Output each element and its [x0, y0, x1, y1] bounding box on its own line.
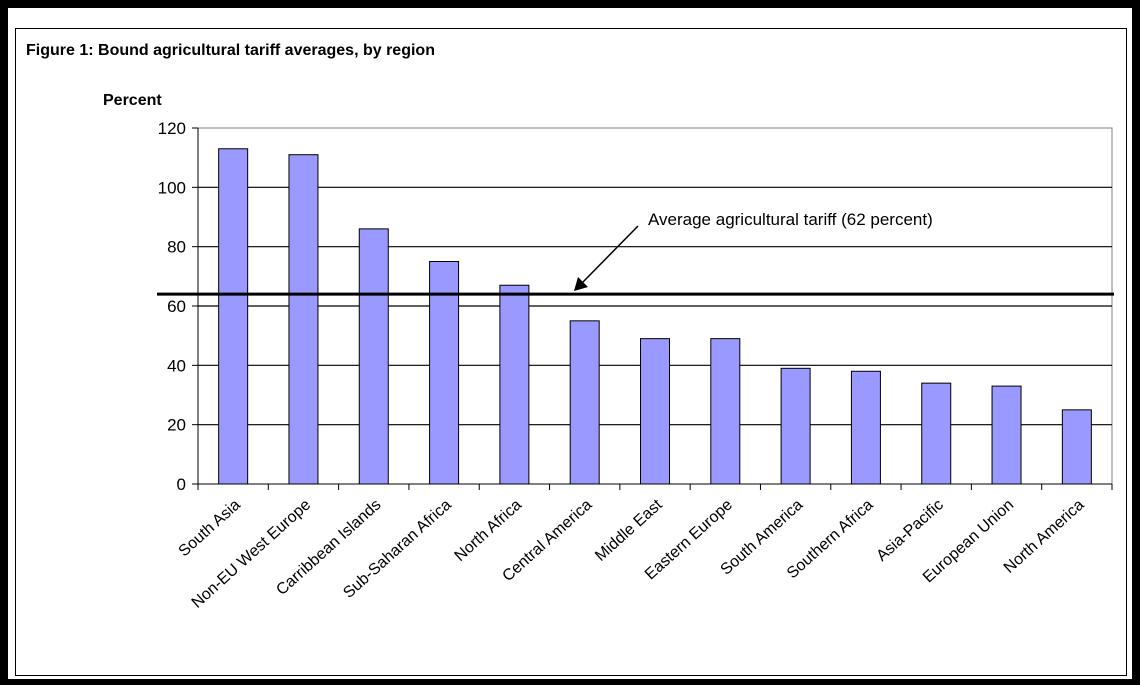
chart-title: Figure 1: Bound agricultural tariff aver… [26, 42, 435, 59]
y-tick-label: 80 [167, 238, 186, 257]
x-tick-label: Middle East [592, 496, 666, 565]
bar [499, 284, 530, 485]
y-tick-label: 20 [167, 416, 186, 435]
annotation-arrowhead [574, 277, 588, 291]
bar [218, 148, 249, 485]
bar [358, 228, 389, 485]
bar [991, 385, 1022, 485]
y-tick-label: 100 [158, 178, 186, 197]
bar [710, 338, 741, 485]
chart-area-frame [15, 28, 1127, 676]
y-tick-label: 120 [158, 119, 186, 138]
average-line-label: Average agricultural tariff (62 percent) [648, 210, 933, 229]
y-axis-label: Percent [103, 92, 162, 109]
bar [569, 320, 600, 485]
bar [640, 338, 670, 485]
bar [921, 382, 952, 485]
bar [850, 370, 881, 485]
bar [780, 367, 811, 485]
y-tick-label: 60 [167, 297, 186, 316]
x-tick-label: North Africa [452, 496, 526, 565]
x-tick-label: Non-EU West Europe [189, 496, 315, 611]
bar [288, 154, 319, 485]
annotation-arrow-shaft [581, 225, 639, 284]
bar [1061, 409, 1092, 485]
bar [429, 261, 460, 485]
y-tick-label: 0 [177, 475, 186, 494]
y-tick-label: 40 [167, 356, 186, 375]
x-tick-label: South Asia [176, 496, 244, 560]
x-tick-label: Asia-Pacific [873, 496, 946, 565]
